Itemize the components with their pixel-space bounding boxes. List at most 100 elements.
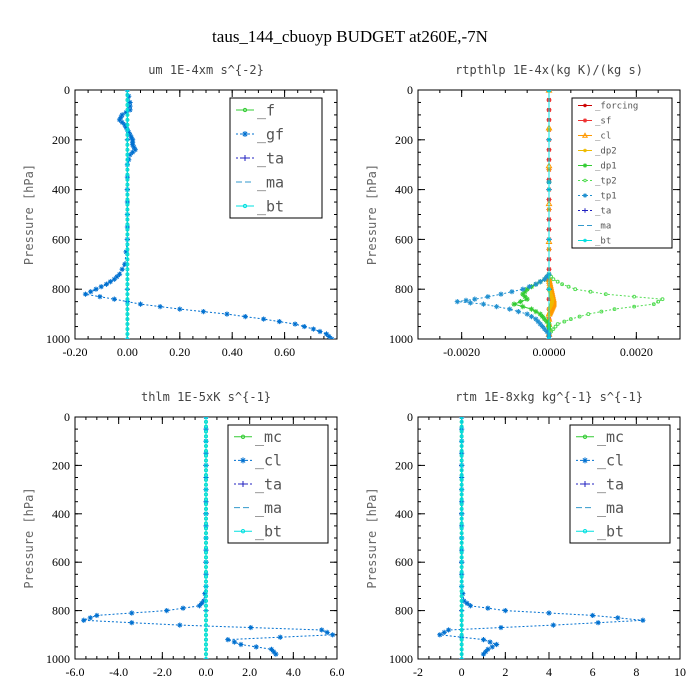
- x-tick-label: -0.20: [63, 345, 88, 359]
- series-point: [459, 487, 464, 492]
- series-point: [459, 463, 464, 468]
- series-point: [125, 297, 130, 302]
- y-axis-label: Pressure [hPa]: [22, 487, 36, 588]
- series-point: [324, 629, 330, 635]
- series-point: [511, 301, 517, 307]
- series-point: [522, 294, 528, 300]
- series-point: [204, 458, 208, 463]
- series-point: [472, 296, 478, 302]
- legend-marker: [240, 434, 246, 439]
- series-point: [459, 453, 464, 458]
- y-tick-label: 400: [52, 183, 70, 197]
- chart-panel-3: thlm 1E-5xK s^{-1} Pressure [hPa] -6.0 -4.0…: [22, 390, 345, 679]
- series-point: [125, 282, 130, 287]
- legend-label: _ta: [255, 475, 282, 493]
- series-point: [459, 492, 464, 497]
- legend-label: _bt: [597, 522, 624, 540]
- series-point: [204, 424, 208, 429]
- legend-label: _tp2: [595, 177, 617, 187]
- series-point: [656, 299, 661, 304]
- legend-label: _forcing: [595, 102, 638, 112]
- series-point: [125, 157, 130, 162]
- series-point: [125, 167, 130, 172]
- series-point: [459, 623, 464, 628]
- series-point: [125, 212, 130, 217]
- series-point: [547, 287, 551, 292]
- series-point: [204, 565, 208, 569]
- series-point: [204, 526, 208, 531]
- series-point: [204, 417, 208, 419]
- series-point: [248, 624, 254, 631]
- series-point: [125, 103, 130, 107]
- series-point: [125, 202, 130, 207]
- series-point: [204, 536, 208, 540]
- series-point: [125, 317, 130, 322]
- series-point: [507, 306, 513, 312]
- series-point: [459, 526, 464, 531]
- series-point: [459, 618, 464, 623]
- series-point: [204, 569, 208, 574]
- legend-marker: [582, 208, 588, 213]
- series-point: [201, 598, 207, 604]
- series-point: [533, 281, 539, 287]
- series-point: [459, 502, 464, 507]
- series-point: [551, 327, 556, 331]
- series-point: [317, 328, 323, 335]
- x-tick-label: 2.0: [242, 665, 257, 679]
- series-point: [107, 279, 113, 285]
- plot-area: [437, 417, 646, 659]
- series-point: [544, 318, 550, 325]
- legend-label: _mc: [255, 428, 282, 446]
- series-point: [599, 309, 604, 314]
- series-point: [461, 598, 467, 604]
- series-point: [125, 127, 130, 132]
- series-point: [127, 152, 133, 158]
- series-point: [81, 617, 87, 623]
- y-tick-label: 800: [52, 604, 70, 618]
- series-point: [204, 589, 208, 594]
- series-point: [125, 227, 130, 232]
- series-point: [520, 291, 526, 297]
- x-tick-label: 0.0000: [533, 345, 566, 359]
- y-tick-label: 0: [64, 83, 70, 97]
- series-point: [459, 642, 464, 647]
- series-point: [204, 623, 208, 628]
- legend-label: _ta: [595, 207, 611, 217]
- series-point: [463, 297, 469, 304]
- series-point: [459, 497, 464, 502]
- series-point: [125, 187, 130, 192]
- x-tick-label: 6.0: [330, 665, 345, 679]
- series-point: [277, 634, 283, 640]
- series-point: [459, 468, 464, 473]
- legend-label: _f: [257, 101, 275, 119]
- series-point: [459, 565, 464, 569]
- series-point: [204, 584, 208, 589]
- series-point: [125, 222, 130, 227]
- series-point: [204, 492, 208, 497]
- series-point: [204, 632, 208, 637]
- legend: _forcing _sf _cl _dp2 _dp1 _tp2 _tp1 _ta _ma _bt: [571, 97, 673, 249]
- legend-marker: [242, 203, 248, 209]
- series-point: [459, 439, 464, 444]
- series-point: [204, 482, 208, 487]
- series-point: [204, 487, 208, 492]
- series-point: [498, 291, 504, 297]
- series-point: [555, 279, 560, 284]
- legend-label: _ma: [597, 499, 624, 517]
- series-point: [459, 448, 464, 453]
- series-point: [204, 613, 208, 618]
- series-point: [459, 473, 464, 478]
- y-tick-label: 600: [52, 555, 70, 569]
- series-point: [204, 434, 208, 439]
- series-point: [547, 90, 551, 92]
- series-point: [204, 439, 208, 444]
- series-point: [204, 497, 208, 502]
- legend-marker: [582, 434, 588, 439]
- series-point: [577, 314, 582, 319]
- series-point: [119, 266, 125, 272]
- series-point: [526, 284, 532, 290]
- series-point: [125, 337, 130, 339]
- series-point: [125, 237, 130, 242]
- series-point: [301, 323, 307, 330]
- x-tick-label: -6.0: [66, 665, 85, 679]
